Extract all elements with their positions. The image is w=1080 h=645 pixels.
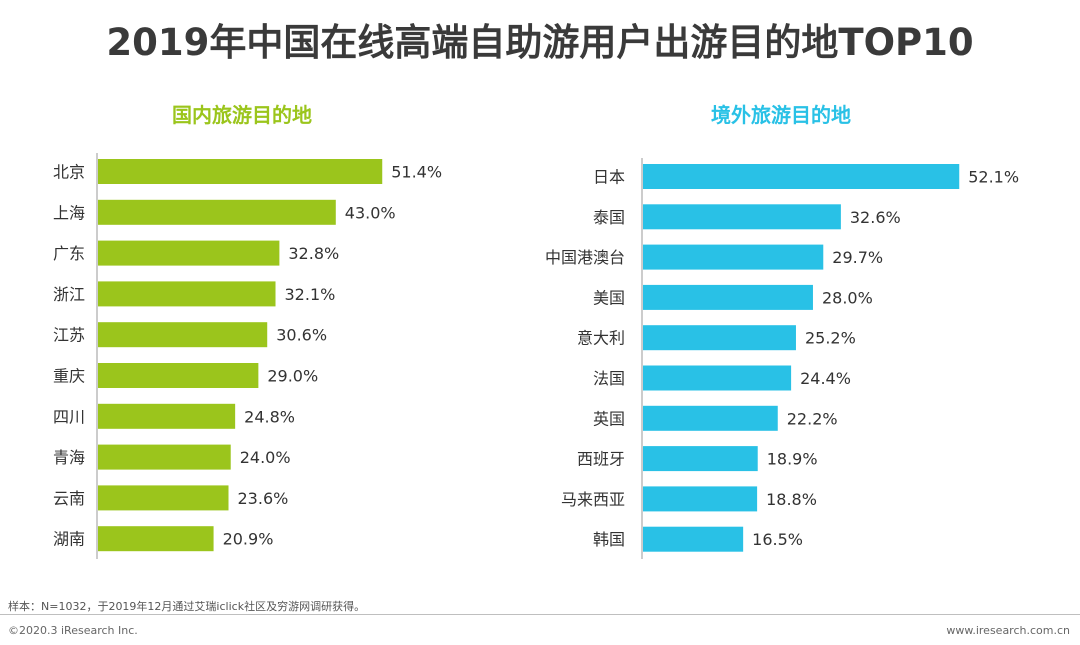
domestic-bar: [98, 363, 259, 388]
domestic-bar: [98, 281, 276, 307]
overseas-value-label: 18.9%: [767, 450, 818, 469]
domestic-bar: [98, 485, 229, 511]
overseas-bar: [643, 164, 960, 189]
domestic-value-label: 32.1%: [285, 285, 336, 304]
domestic-category-label: 浙江: [53, 285, 85, 304]
overseas-category-label: 韩国: [593, 530, 625, 549]
overseas-category-label: 西班牙: [577, 450, 625, 469]
domestic-value-label: 43.0%: [345, 203, 396, 222]
overseas-value-label: 52.1%: [968, 168, 1019, 187]
domestic-bar: [98, 526, 214, 552]
domestic-category-label: 北京: [53, 163, 85, 182]
domestic-bar: [98, 240, 280, 266]
overseas-category-label: 英国: [593, 409, 625, 428]
domestic-bar: [98, 322, 268, 348]
overseas-bar: [643, 244, 824, 270]
overseas-bar: [643, 526, 744, 552]
overseas-category-label: 中国港澳台: [545, 248, 625, 267]
divider-line: [0, 614, 1080, 615]
overseas-bar: [643, 204, 841, 230]
domestic-value-label: 29.0%: [267, 367, 318, 386]
overseas-value-label: 16.5%: [752, 530, 803, 549]
domestic-value-label: 51.4%: [391, 163, 442, 182]
domestic-category-label: 湖南: [53, 530, 85, 549]
overseas-category-label: 美国: [593, 288, 625, 307]
domestic-value-label: 30.6%: [276, 326, 327, 345]
domestic-value-label: 32.8%: [288, 244, 339, 263]
overseas-bar: [643, 486, 758, 512]
domestic-bar: [98, 403, 236, 429]
overseas-category-label: 意大利: [577, 329, 625, 348]
overseas-bar: [643, 325, 796, 351]
overseas-value-label: 32.6%: [850, 208, 901, 227]
overseas-value-label: 29.7%: [832, 248, 883, 267]
overseas-bar: [643, 365, 792, 391]
overseas-category-label: 马来西亚: [561, 490, 625, 509]
overseas-category-label: 日本: [593, 168, 625, 187]
website-link[interactable]: www.iresearch.com.cn: [946, 624, 1070, 637]
domestic-bar: [98, 444, 231, 470]
overseas-value-label: 24.4%: [800, 369, 851, 388]
domestic-value-label: 24.0%: [240, 448, 291, 467]
overseas-value-label: 25.2%: [805, 329, 856, 348]
domestic-category-label: 青海: [53, 448, 85, 467]
domestic-category-label: 广东: [53, 244, 85, 263]
page-title: 2019年中国在线高端自助游用户出游目的地TOP10: [106, 21, 974, 64]
domestic-value-label: 23.6%: [238, 489, 289, 508]
domestic-value-label: 20.9%: [223, 530, 274, 549]
overseas-value-label: 28.0%: [822, 288, 873, 307]
overseas-category-label: 泰国: [593, 208, 625, 227]
overseas-bar: [643, 284, 813, 310]
overseas-bar: [643, 405, 778, 431]
domestic-category-label: 四川: [53, 407, 85, 426]
overseas-bar: [643, 446, 758, 472]
overseas-chart-title: 境外旅游目的地: [711, 103, 851, 127]
overseas-category-label: 法国: [593, 369, 625, 388]
domestic-chart-title: 国内旅游目的地: [172, 103, 312, 127]
domestic-category-label: 江苏: [53, 326, 85, 345]
copyright: ©2020.3 iResearch Inc.: [8, 624, 138, 637]
domestic-category-label: 上海: [53, 203, 85, 222]
domestic-category-label: 重庆: [53, 367, 85, 386]
domestic-bar: [98, 159, 383, 184]
domestic-category-label: 云南: [53, 489, 85, 508]
domestic-value-label: 24.8%: [244, 407, 295, 426]
domestic-bar: [98, 199, 336, 225]
footnote: 样本：N=1032，于2019年12月通过艾瑞iclick社区及穷游网调研获得。: [8, 600, 366, 613]
overseas-value-label: 18.8%: [766, 490, 817, 509]
overseas-value-label: 22.2%: [787, 409, 838, 428]
